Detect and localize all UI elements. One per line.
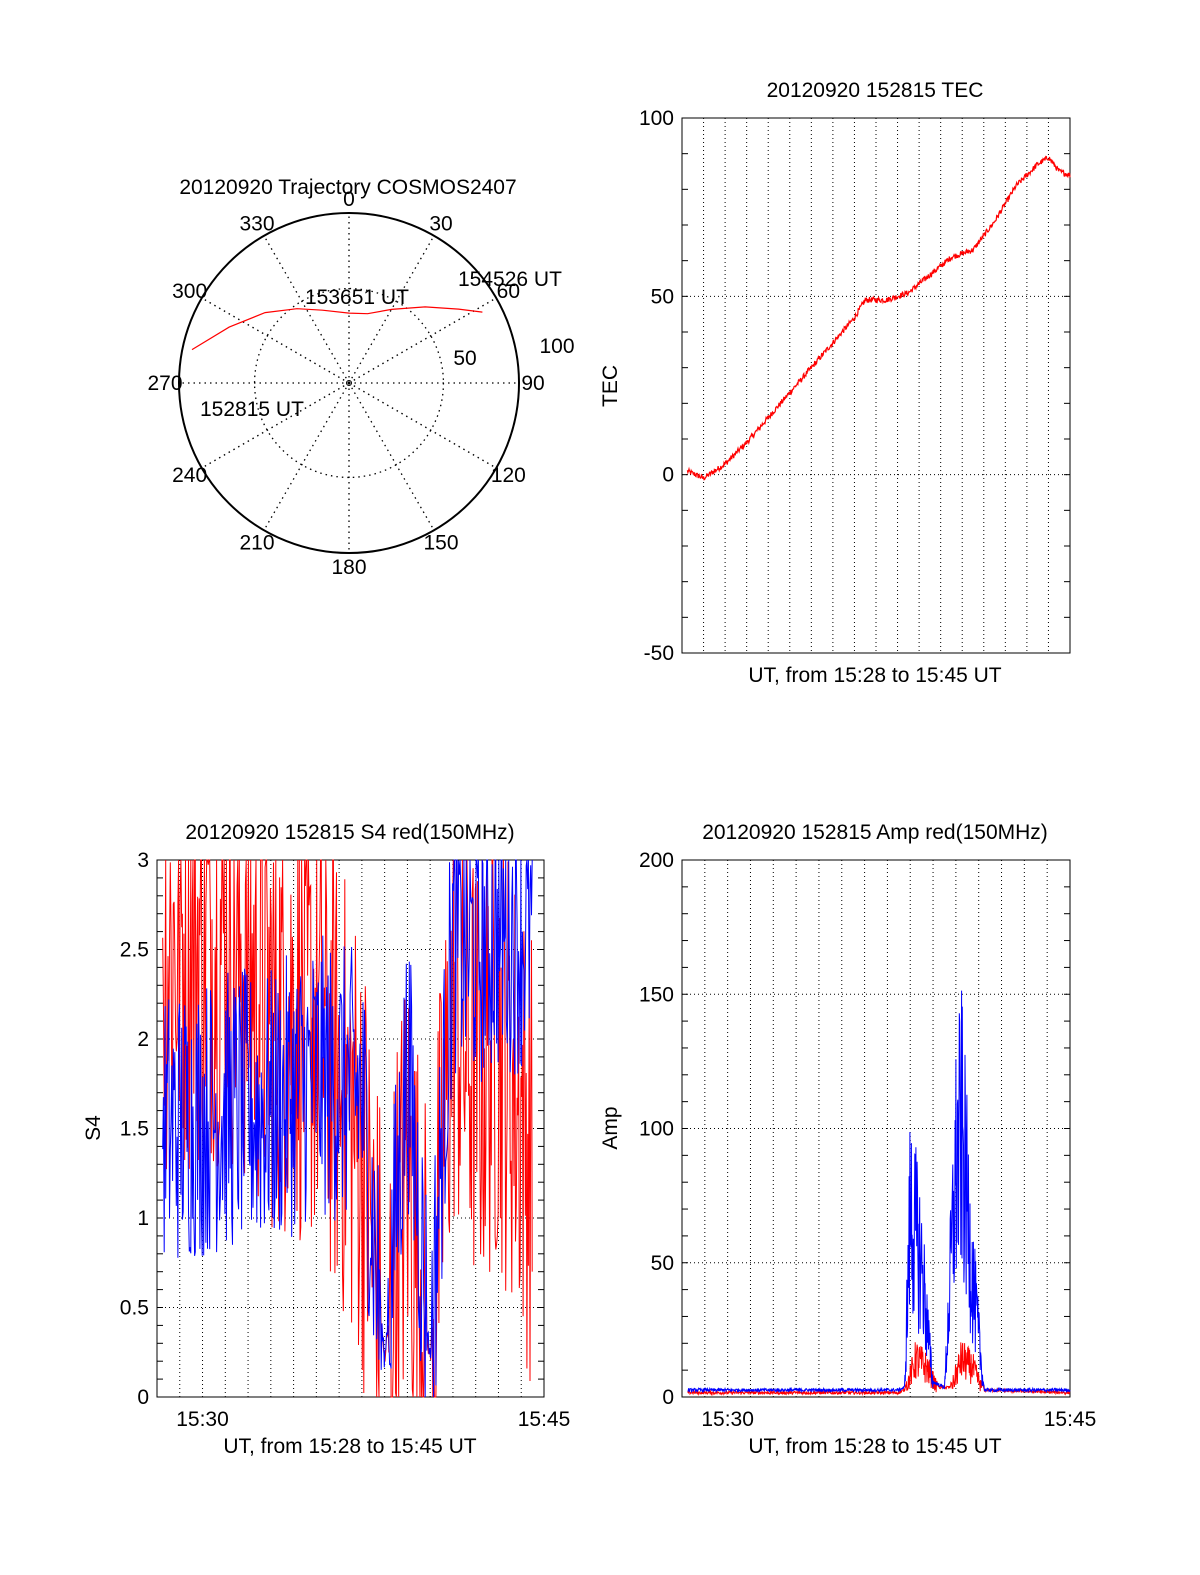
polar-spoke [348, 297, 497, 384]
polar-azimuth-label: 60 [497, 280, 520, 303]
s4-blue-line [162, 859, 533, 1398]
amp-x-ticks: 15:30 15:45 [701, 1408, 1096, 1431]
tec-line [686, 155, 1071, 481]
s4-y-tick-label: 3 [137, 849, 149, 872]
polar-annotations: 152815 UT 153651 UT 154526 UT [200, 268, 562, 421]
amp-x-tick-label: 15:30 [701, 1408, 754, 1431]
polar-spoke [201, 297, 350, 384]
amp-y-tick-label: 0 [662, 1386, 674, 1409]
polar-azimuth-label: 30 [429, 213, 452, 236]
polar-spoke [263, 235, 350, 384]
amp-y-tick-label: 100 [639, 1118, 674, 1141]
s4-y-label: S4 [82, 1115, 105, 1141]
s4-y-tick-label: 1 [137, 1207, 149, 1230]
tec-y-tick-label: -50 [644, 642, 674, 665]
polar-time-annotation: 152815 UT [200, 398, 304, 421]
tec-y-label: TEC [599, 365, 622, 407]
s4-x-ticks: 15:30 15:45 [176, 1408, 570, 1431]
amp-y-tick-label: 50 [651, 1252, 674, 1275]
polar-center [346, 380, 352, 386]
polar-azimuth-ticks: 0 30 60 90 120 150 180 210 240 270 300 330 [147, 188, 544, 579]
tec-y-tick-label: 100 [639, 107, 674, 130]
polar-grid [178, 212, 520, 554]
polar-title: 20120920 Trajectory COSMOS2407 [179, 176, 516, 199]
s4-x-tick-label: 15:45 [518, 1408, 571, 1431]
polar-spoke [348, 382, 497, 469]
amp-y-tick-label: 150 [639, 983, 674, 1006]
polar-azimuth-label: 240 [172, 464, 207, 487]
polar-spoke [201, 382, 350, 469]
s4-x-tick-label: 15:30 [176, 1408, 229, 1431]
amp-title: 20120920 152815 Amp red(150MHz) [702, 821, 1048, 844]
amp-blue-line [687, 990, 1071, 1394]
tec-series [686, 155, 1071, 481]
polar-azimuth-label: 0 [343, 188, 355, 211]
polar-ring-label: 50 [453, 347, 476, 370]
amp-red-line [687, 1342, 1071, 1397]
s4-y-ticks: 0 0.5 1 1.5 2 2.5 3 [120, 849, 544, 1409]
s4-title: 20120920 152815 S4 red(150MHz) [185, 821, 514, 844]
tec-y-ticks: -50 0 50 100 [639, 107, 1070, 665]
polar-azimuth-label: 300 [172, 280, 207, 303]
tec-y-tick-label: 0 [662, 464, 674, 487]
polar-azimuth-label: 180 [331, 556, 366, 579]
s4-series [162, 859, 533, 1398]
polar-time-annotation: 154526 UT [458, 268, 562, 291]
tec-title: 20120920 152815 TEC [767, 79, 984, 102]
polar-outer-circle [178, 212, 520, 554]
amp-plot-frame [681, 859, 1071, 1398]
polar-azimuth-label: 120 [491, 464, 526, 487]
s4-y-tick-label: 0 [137, 1386, 149, 1409]
amp-x-tick-label: 15:45 [1044, 1408, 1097, 1431]
amp-grid [682, 860, 1070, 1397]
s4-y-tick-label: 0.5 [120, 1297, 149, 1320]
polar-spoke [348, 382, 435, 531]
polar-trajectory [191, 306, 483, 351]
amp-series [687, 990, 1071, 1397]
amp-y-label: Amp [599, 1106, 622, 1149]
polar-ring-labels: 50 100 [453, 335, 574, 370]
polar-spoke [348, 235, 435, 384]
polar-ring-label: 100 [539, 335, 574, 358]
s4-x-label: UT, from 15:28 to 15:45 UT [223, 1435, 476, 1458]
s4-y-tick-label: 1.5 [120, 1118, 149, 1141]
tec-y-tick-label: 50 [651, 285, 674, 308]
tec-x-label: UT, from 15:28 to 15:45 UT [748, 664, 1001, 687]
polar-chart: 20120920 Trajectory COSMOS2407 0 30 60 90 12… [147, 176, 574, 579]
amp-x-label: UT, from 15:28 to 15:45 UT [748, 1435, 1001, 1458]
amp-chart: 20120920 152815 Amp red(150MHz) 0 50 100 15… [599, 821, 1096, 1458]
polar-spoke [263, 382, 350, 531]
amp-y-ticks: 0 50 100 150 200 [639, 849, 1070, 1409]
polar-azimuth-label: 150 [423, 531, 458, 554]
polar-azimuth-label: 270 [147, 372, 182, 395]
polar-azimuth-label: 90 [521, 372, 544, 395]
polar-time-annotation: 153651 UT [305, 286, 409, 309]
polar-azimuth-label: 330 [239, 213, 274, 236]
tec-chart: 20120920 152815 TEC -50 0 50 100 UT, from 1… [599, 79, 1071, 687]
tec-grid [682, 118, 1070, 653]
s4-chart: 20120920 152815 S4 red(150MHz) 0 0.5 1 1.5 2… [82, 821, 570, 1458]
polar-azimuth-label: 210 [239, 531, 274, 554]
polar-trajectory-line [191, 306, 483, 351]
amp-y-tick-label: 200 [639, 849, 674, 872]
s4-y-tick-label: 2 [137, 1028, 149, 1051]
s4-y-tick-label: 2.5 [120, 939, 149, 962]
